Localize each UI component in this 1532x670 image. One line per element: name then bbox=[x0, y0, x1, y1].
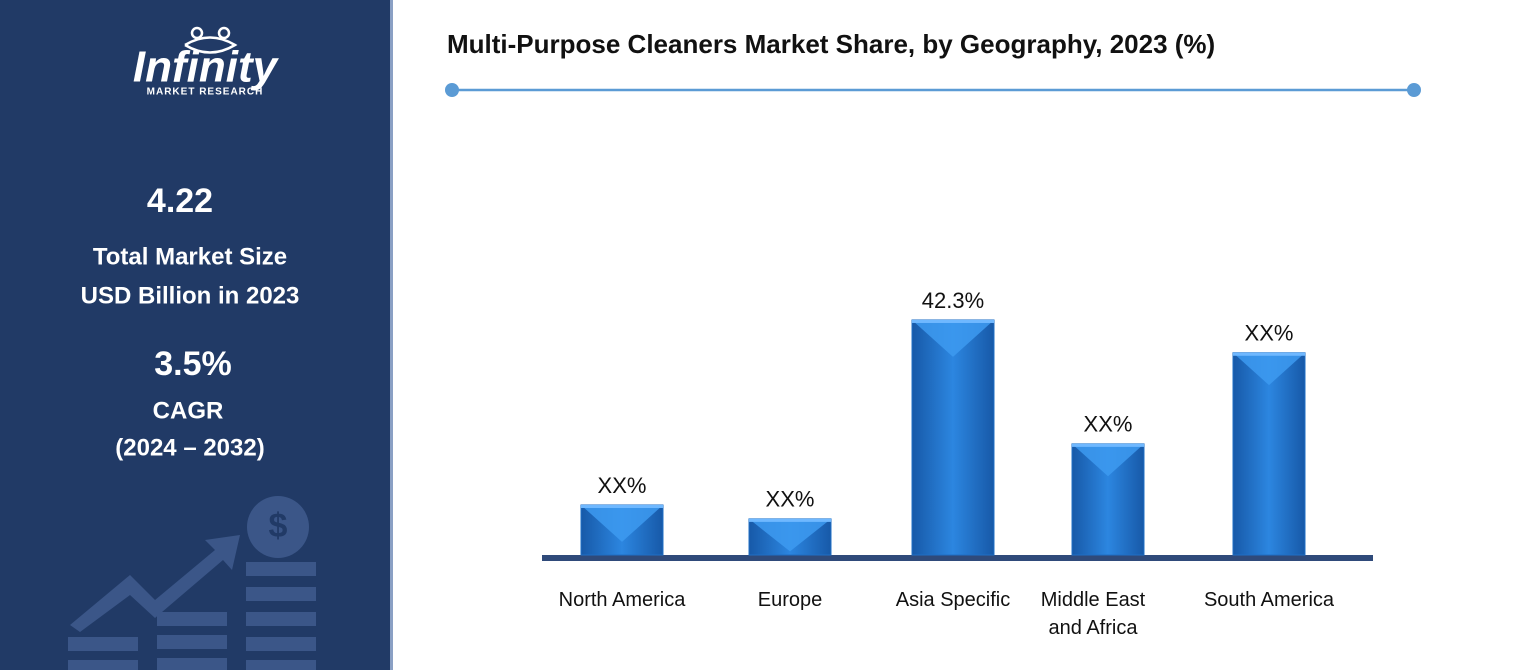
x-tick-label: North America bbox=[558, 589, 686, 611]
value-label: 42.3% bbox=[922, 288, 984, 313]
x-tick-label: South America bbox=[1203, 589, 1335, 611]
bar bbox=[1232, 352, 1306, 556]
bar-cap bbox=[912, 319, 994, 323]
value-label: XX% bbox=[766, 487, 815, 512]
x-tick-label: Europe bbox=[757, 589, 823, 611]
decor-icon bbox=[68, 496, 316, 670]
bar-bevel bbox=[581, 504, 663, 542]
bar-bevel bbox=[912, 319, 994, 357]
bar-cap bbox=[1233, 352, 1305, 356]
dollar-icon: $ bbox=[269, 507, 288, 545]
cagr-label: CAGR bbox=[153, 397, 224, 424]
bar-cap bbox=[581, 504, 663, 508]
value-label: XX% bbox=[1245, 321, 1294, 346]
bar-cap bbox=[749, 518, 831, 522]
logo-subtitle: MARKET RESEARCH bbox=[147, 87, 264, 98]
logo: Infinity bbox=[133, 43, 280, 92]
chart-title: Multi-Purpose Cleaners Market Share, by … bbox=[447, 29, 1215, 59]
value-label: XX% bbox=[1084, 412, 1133, 437]
bar bbox=[911, 319, 995, 556]
x-tick-label: Middle East and Africa bbox=[1040, 589, 1146, 639]
sidebar bbox=[0, 0, 390, 670]
logo-mark bbox=[184, 26, 238, 54]
cagr: 3.5% bbox=[154, 345, 232, 383]
market-size-label: USD Billion in 2023 bbox=[81, 282, 300, 309]
value-label: XX% bbox=[598, 473, 647, 498]
bar-bevel bbox=[1233, 352, 1305, 386]
sidebar-edge bbox=[390, 0, 393, 670]
bar-bevel bbox=[749, 518, 831, 552]
rule-dot bbox=[1407, 83, 1421, 97]
bar-bevel bbox=[1072, 443, 1144, 477]
market-size: 4.22 bbox=[147, 182, 213, 220]
x-tick-label: Asia Specific bbox=[895, 589, 1011, 611]
bar-cap bbox=[1072, 443, 1144, 447]
market-size-label: Total Market Size bbox=[93, 243, 287, 270]
cagr-period: (2024 – 2032) bbox=[115, 434, 264, 461]
rule-dot bbox=[445, 83, 459, 97]
